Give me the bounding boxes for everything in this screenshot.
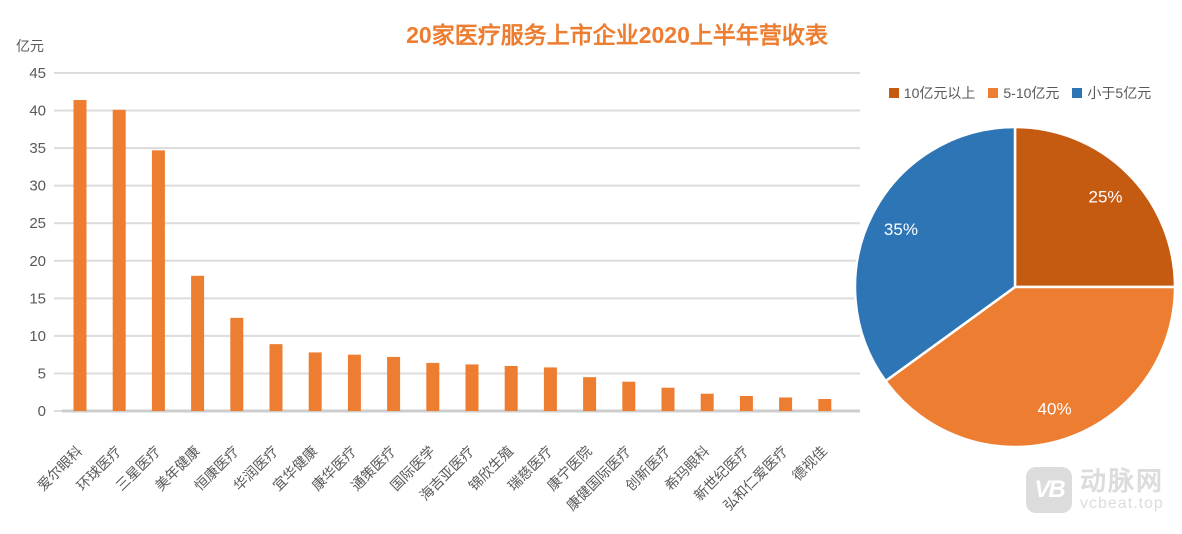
bar-锦欣生殖 xyxy=(504,365,518,411)
watermark-brand: 动脉网 xyxy=(1080,466,1165,496)
pie-value-label: 35% xyxy=(884,220,918,239)
legend-label: 5-10亿元 xyxy=(1003,85,1060,101)
y-tick-label: 25 xyxy=(29,215,46,232)
page-title: 20家医疗服务上市企业2020上半年营收表 xyxy=(406,22,828,48)
legend-label: 小于5亿元 xyxy=(1087,85,1152,101)
vcbeat-logo-icon: VB xyxy=(1026,467,1072,513)
y-tick-label: 5 xyxy=(38,365,46,382)
bar-海吉亚医疗 xyxy=(465,364,479,411)
bar-康宁医院 xyxy=(583,377,597,411)
legend-swatch-icon xyxy=(1072,88,1083,98)
legend-swatch-icon xyxy=(888,88,899,98)
pie-value-label: 40% xyxy=(1038,400,1072,419)
bar-华润医疗 xyxy=(269,344,283,411)
bar-新世纪医疗 xyxy=(739,395,753,411)
pie-chart: 25% 40% 35% xyxy=(853,125,1177,449)
pie-slice-10亿元以上 xyxy=(1013,125,1177,289)
legend-item-5-10亿元: 5-10亿元 xyxy=(988,83,1059,103)
y-axis-unit-label: 亿元 xyxy=(16,38,44,54)
y-tick-label: 45 xyxy=(29,65,46,82)
bar-爱尔眼科 xyxy=(73,100,87,411)
y-tick-label: 20 xyxy=(29,253,46,270)
y-tick-label: 15 xyxy=(29,290,46,307)
legend-item-10亿元以上: 10亿元以上 xyxy=(888,83,976,103)
pie-slice-小于5亿元 xyxy=(853,125,1017,383)
watermark-url: vcbeat.top xyxy=(1080,495,1164,512)
y-tick-label: 0 xyxy=(38,403,46,420)
vcbeat-logo-text: VB xyxy=(1034,476,1065,503)
bar-宜华健康 xyxy=(308,352,322,411)
bar-恒康医疗 xyxy=(230,317,244,411)
bar-国际医学 xyxy=(426,362,440,411)
bar-通策医疗 xyxy=(387,356,401,411)
bar-创新医疗 xyxy=(661,387,675,411)
y-tick-label: 10 xyxy=(29,328,46,345)
watermark: VB 动脉网 vcbeat.top xyxy=(1026,467,1164,513)
y-tick-label: 30 xyxy=(29,178,46,195)
legend-swatch-icon xyxy=(988,88,999,98)
y-tick-label: 35 xyxy=(29,140,46,157)
bar-康华医疗 xyxy=(347,354,361,411)
bar-康健国际医疗 xyxy=(622,381,636,411)
bar-瑞慈医疗 xyxy=(543,367,557,411)
bar-希玛眼科 xyxy=(700,393,714,411)
bar-弘和仁爱医疗 xyxy=(779,397,793,411)
y-tick-label: 40 xyxy=(29,103,46,120)
bar-德视佳 xyxy=(818,398,832,411)
pie-legend: 10亿元以上 5-10亿元 小于5亿元 xyxy=(858,84,1182,102)
bar-环球医疗 xyxy=(112,109,126,411)
legend-item-小于5亿元: 小于5亿元 xyxy=(1072,83,1151,103)
legend-label: 10亿元以上 xyxy=(903,85,976,101)
bar-美年健康 xyxy=(191,275,205,411)
bar-chart: 051015202530354045爱尔眼科环球医疗三星医疗美年健康恒康医疗华润… xyxy=(29,65,860,514)
x-category-label: 德视佳 xyxy=(789,443,830,484)
pie-slice-5-10亿元 xyxy=(884,285,1177,449)
pie-value-label: 25% xyxy=(1088,187,1122,206)
bar-三星医疗 xyxy=(151,150,165,411)
